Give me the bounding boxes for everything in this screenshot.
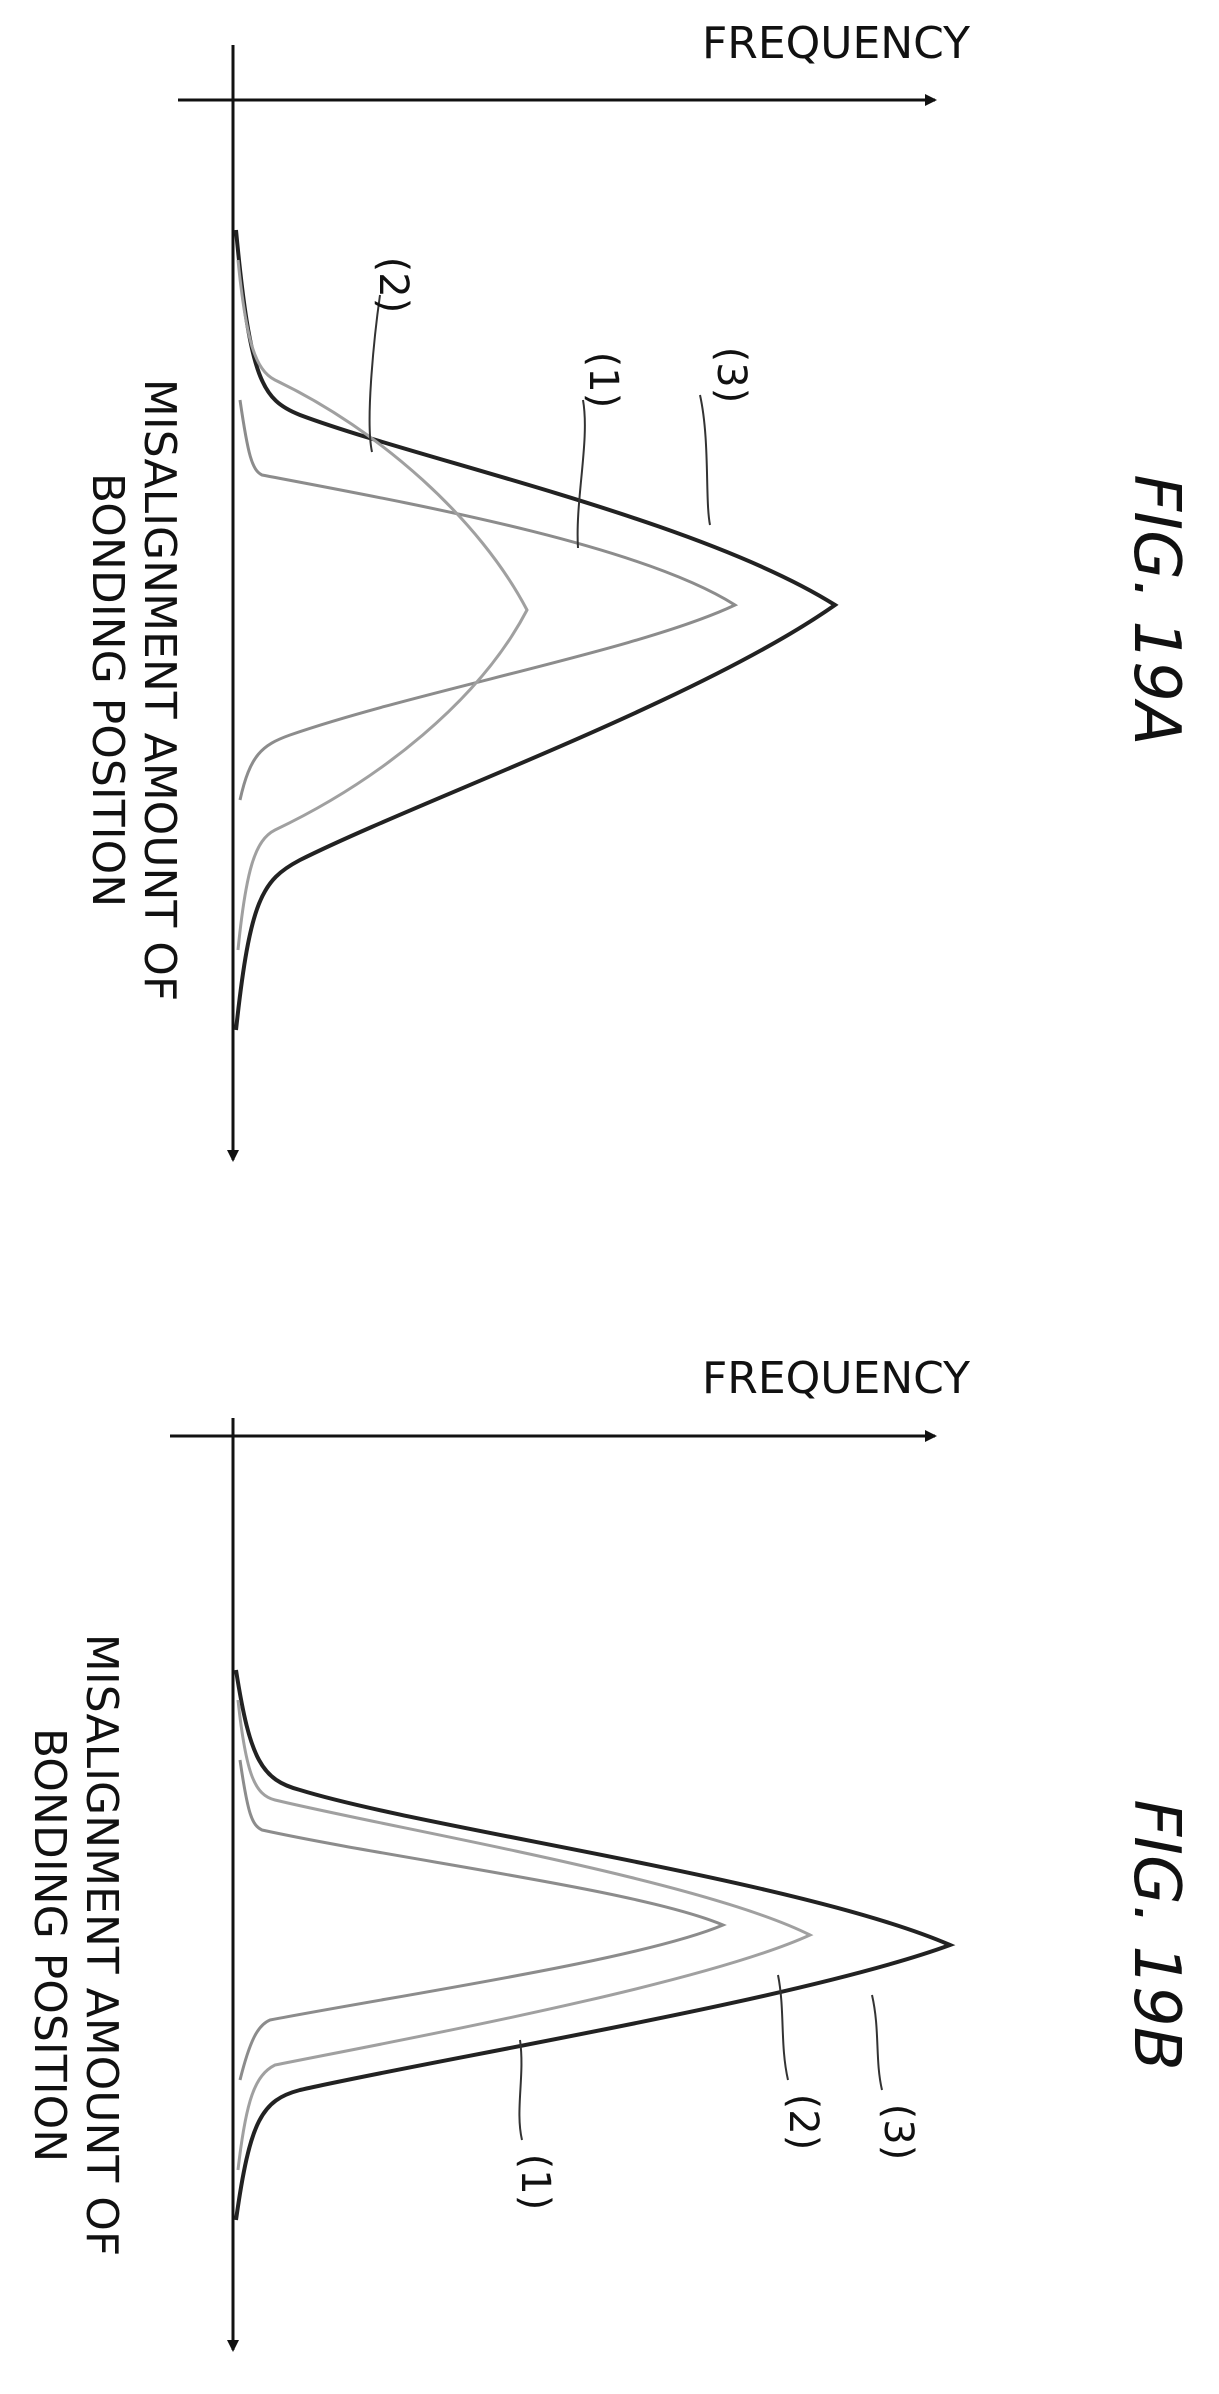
misalignment-label-b: MISALIGNMENT AMOUNT OF BONDING POSITION bbox=[24, 1634, 127, 2256]
curve-2-b bbox=[236, 1699, 814, 2171]
curve-1-b bbox=[238, 1759, 727, 2081]
leader-2-a bbox=[368, 294, 381, 453]
misalignment-label-a: MISALIGNMENT AMOUNT OF BONDING POSITION bbox=[82, 379, 185, 1001]
curve-label-2-b: (2) bbox=[780, 2094, 826, 2151]
figure-19b: FREQUENCY MISALIGNMENT AMOUNT OF BONDING… bbox=[24, 1353, 1193, 2352]
curve-2-a bbox=[236, 259, 529, 951]
misalignment-label-a-line2: BONDING POSITION bbox=[82, 473, 133, 907]
frequency-label-a: FREQUENCY bbox=[702, 18, 970, 69]
figure-19a: FREQUENCY MISALIGNMENT AMOUNT OF BONDING… bbox=[82, 18, 1193, 1162]
curve-1-a bbox=[238, 399, 739, 801]
leader-1-a bbox=[576, 399, 586, 549]
leader-3-a bbox=[699, 394, 711, 526]
figure-caption-a: FIG. 19A bbox=[1119, 474, 1193, 745]
misalignment-label-a-line1: MISALIGNMENT AMOUNT OF bbox=[134, 379, 185, 1001]
misalignment-label-b-line2: BONDING POSITION bbox=[24, 1728, 75, 2162]
leader-1-b bbox=[518, 2039, 523, 2141]
curve-label-1-a: (1) bbox=[580, 352, 626, 409]
figure-caption-b: FIG. 19B bbox=[1119, 1799, 1193, 2070]
frequency-label-b: FREQUENCY bbox=[702, 1353, 970, 1404]
leader-3-b bbox=[871, 1994, 883, 2091]
misalignment-label-b-line1: MISALIGNMENT AMOUNT OF bbox=[76, 1634, 127, 2256]
curve-label-3-b: (3) bbox=[875, 2104, 921, 2161]
curve-3-a bbox=[234, 229, 839, 1031]
curve-label-3-a: (3) bbox=[708, 347, 754, 404]
leader-2-b bbox=[777, 1974, 789, 2081]
curve-label-1-b: (1) bbox=[512, 2154, 558, 2211]
curve-label-2-a: (2) bbox=[370, 257, 416, 314]
curve-3-b bbox=[234, 1669, 956, 2221]
